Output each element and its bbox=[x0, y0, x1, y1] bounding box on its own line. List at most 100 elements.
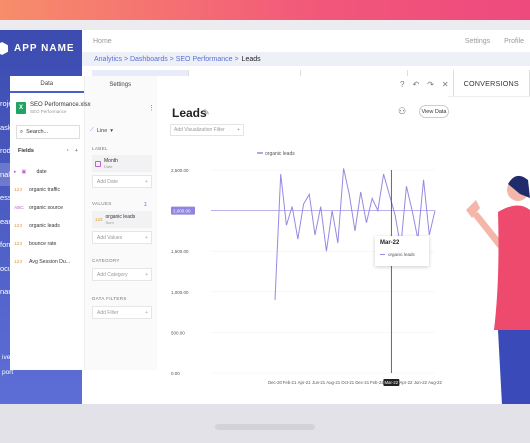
field-type: 123 bbox=[14, 259, 23, 265]
sidebar-footer: ive port bbox=[2, 350, 13, 380]
add-field-icon[interactable]: + bbox=[74, 148, 78, 154]
values-chip[interactable]: 123 organic leads Sum bbox=[92, 211, 152, 228]
data-source-file[interactable]: X SEO Performance.xlsx SEO Performance bbox=[16, 101, 91, 114]
label-chip[interactable]: Month Date bbox=[92, 155, 152, 172]
field-label: date bbox=[36, 169, 47, 175]
file-sheet: SEO Performance bbox=[30, 109, 67, 114]
file-name: SEO Performance.xlsx bbox=[30, 102, 91, 108]
home-link[interactable]: Home bbox=[93, 37, 112, 45]
x-tick-label: Dec-21 bbox=[355, 380, 369, 385]
tooltip-swatch bbox=[380, 253, 385, 256]
y-tick-label: 2,500.00 bbox=[171, 168, 189, 173]
breadcrumb-path[interactable]: Analytics > Dashboards > SEO Performance… bbox=[94, 55, 239, 63]
field-item[interactable]: 123 Avg Session Du... bbox=[14, 253, 84, 271]
tooltip-series: organic leads bbox=[388, 252, 415, 257]
add-category-dropzone[interactable]: Add Category + bbox=[92, 268, 152, 281]
hexagon-logo-icon bbox=[0, 42, 8, 55]
plus-icon: + bbox=[145, 234, 148, 241]
add-values-dropzone[interactable]: Add Values + bbox=[92, 231, 152, 244]
x-tick-label: Aug-22 bbox=[428, 380, 442, 385]
calendar-icon bbox=[95, 160, 101, 167]
series-line-organic-leads bbox=[274, 168, 436, 300]
x-tick-label: Dec-20 bbox=[268, 380, 282, 385]
label-section-title: LABEL bbox=[92, 146, 108, 151]
values-label: VALUES bbox=[92, 201, 112, 206]
category-section-title: CATEGORY bbox=[92, 258, 120, 263]
woman-illustration bbox=[466, 175, 530, 405]
field-item[interactable]: ▸ ▣ date bbox=[14, 163, 84, 181]
filters-section-title: DATA FILTERS bbox=[92, 296, 127, 301]
breadcrumb-current: Leads bbox=[241, 55, 261, 63]
reference-label-bg bbox=[171, 206, 195, 215]
field-type: 123 bbox=[14, 223, 23, 229]
sidebar-item-tasks[interactable]: asks bbox=[0, 116, 82, 140]
more-options-icon[interactable]: ⋮ bbox=[148, 105, 155, 112]
tab-settings[interactable]: Settings bbox=[109, 81, 132, 88]
reference-label: 2,000.00 bbox=[173, 209, 191, 214]
field-label: Avg Session Du... bbox=[29, 259, 71, 265]
sidebar-item-teams[interactable]: eams bbox=[0, 210, 82, 234]
sidebar-footer-live[interactable]: ive bbox=[2, 354, 11, 361]
close-icon[interactable]: ✕ bbox=[441, 80, 449, 89]
panel-tabs: Data Settings bbox=[10, 76, 157, 93]
tooltip-title: Mar-22 bbox=[380, 240, 400, 246]
tab-conversions[interactable]: CONVERSIONS bbox=[454, 70, 530, 96]
sidebar-item-label: eams bbox=[0, 217, 18, 226]
y-tick-label: 0.00 bbox=[171, 371, 180, 376]
y-tick-label: 1,000.00 bbox=[171, 290, 189, 295]
chart-tooltip: Mar-22 organic leads bbox=[375, 236, 429, 266]
x-tick-highlight bbox=[383, 379, 400, 386]
values-section-title: VALUES ∑ bbox=[92, 201, 147, 206]
search-placeholder: Search... bbox=[26, 129, 49, 135]
field-label: bounce rate bbox=[29, 241, 57, 247]
numeric-icon: 123 bbox=[95, 217, 103, 222]
redo-icon[interactable]: ↷ bbox=[427, 80, 434, 89]
field-type: 123 bbox=[14, 187, 23, 193]
sum-icon[interactable]: ∑ bbox=[144, 201, 148, 206]
dropzone-label: Add Category bbox=[97, 271, 128, 278]
field-item[interactable]: 123 bounce rate bbox=[14, 235, 84, 253]
tab-data[interactable]: Data bbox=[10, 76, 84, 93]
dropzone-label: Add Filter bbox=[97, 309, 119, 316]
laptop-base bbox=[0, 404, 530, 443]
add-date-dropzone[interactable]: Add Date + bbox=[92, 175, 152, 188]
plus-icon: + bbox=[145, 309, 148, 316]
line-chart-icon: ⟋ bbox=[90, 127, 94, 133]
laptop-notch bbox=[215, 424, 315, 430]
field-label: organic source bbox=[29, 205, 64, 211]
assistant-icon[interactable]: ⚇ bbox=[398, 106, 407, 116]
profile-link[interactable]: Profile bbox=[504, 37, 524, 45]
dropzone-label: Add Date bbox=[97, 178, 118, 185]
undo-icon[interactable]: ↶ bbox=[412, 80, 420, 89]
field-item[interactable]: 123 organic leads bbox=[14, 217, 84, 235]
settings-link[interactable]: Settings bbox=[464, 37, 491, 45]
x-tick-label: Apr-22 bbox=[399, 380, 413, 385]
add-filter-dropzone[interactable]: Add Filter + bbox=[92, 306, 152, 319]
view-data-button[interactable]: View Data bbox=[419, 105, 449, 118]
top-header: Home Settings Profile bbox=[82, 30, 530, 52]
chevron-down-icon: ▾ bbox=[110, 127, 114, 134]
chip-label: organic leads bbox=[105, 214, 136, 220]
clock-icon[interactable]: ◔ bbox=[65, 148, 69, 154]
breadcrumb: Analytics > Dashboards > SEO Performance… bbox=[82, 52, 530, 66]
dropzone-label: Add Values bbox=[97, 234, 123, 241]
y-tick-label: 1,500.00 bbox=[171, 249, 189, 254]
x-tick-label: Aug-21 bbox=[326, 380, 340, 385]
edit-pencil-icon[interactable]: ✎ bbox=[203, 108, 210, 117]
header-banner bbox=[0, 0, 530, 20]
field-item[interactable]: 123 organic traffic bbox=[14, 181, 84, 199]
y-tick-label: 500.00 bbox=[171, 330, 185, 335]
field-search-input[interactable]: ⌕ Search... bbox=[16, 125, 80, 139]
chart-type-select[interactable]: ⟋ Line ▾ bbox=[90, 127, 113, 134]
chart-type-label: Line bbox=[96, 127, 108, 134]
help-icon[interactable]: ? bbox=[400, 80, 405, 89]
viz-filter-input[interactable]: Add Visualization Filter + bbox=[170, 124, 244, 136]
field-list: ▸ ▣ date 123 organic traffic ABC organic sou… bbox=[14, 163, 84, 271]
field-item[interactable]: ABC organic source bbox=[14, 199, 84, 217]
x-tick-label: Apr-21 bbox=[298, 380, 312, 385]
x-tick-label: Mar-22 bbox=[385, 380, 399, 385]
sidebar-footer-support[interactable]: port bbox=[2, 369, 14, 376]
field-label: organic traffic bbox=[29, 187, 61, 193]
chip-sub: Date bbox=[104, 164, 113, 169]
expand-arrow-icon: ▸ bbox=[14, 169, 17, 175]
